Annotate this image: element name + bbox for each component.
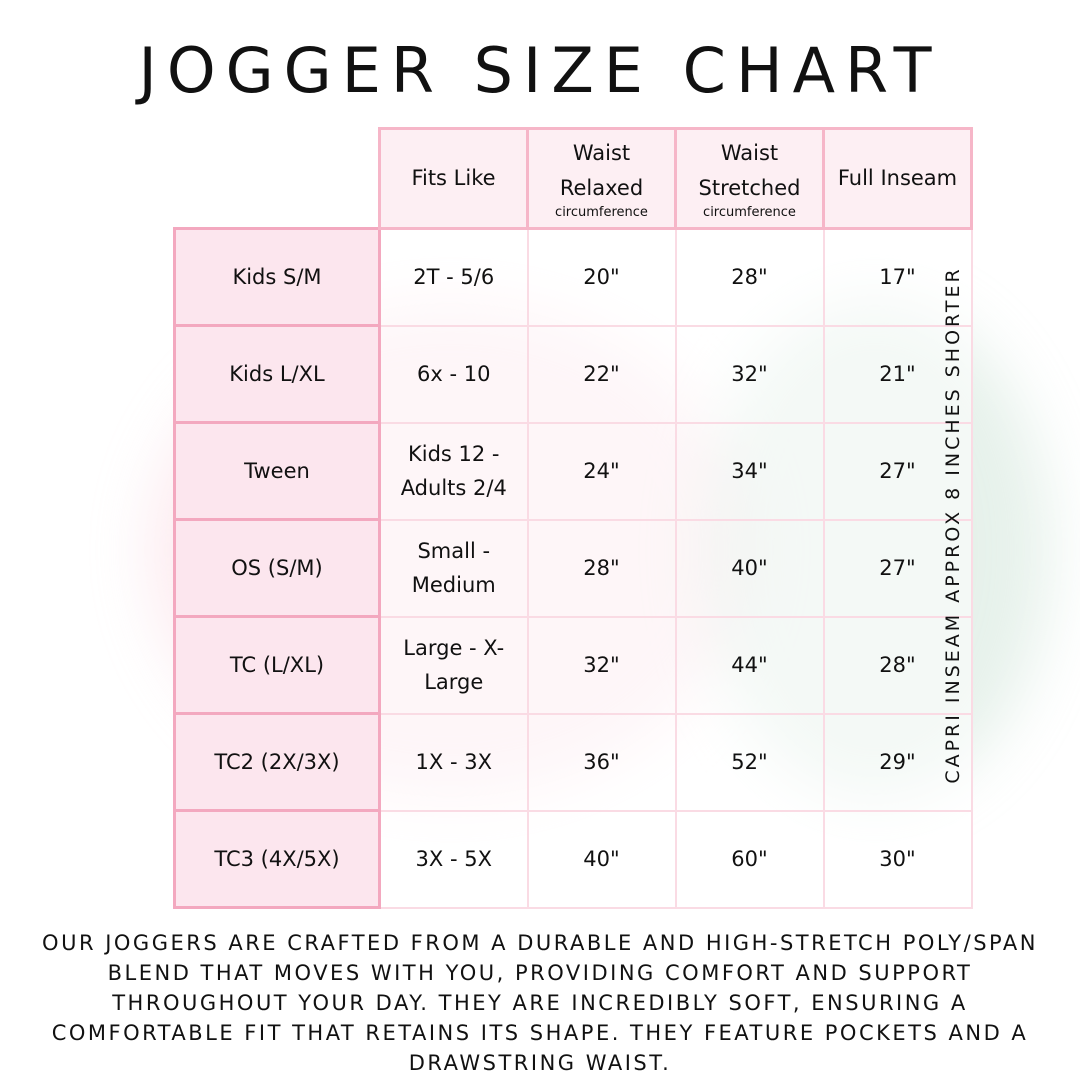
header-full-inseam: Full Inseam xyxy=(822,127,973,230)
inseam-cell: 17" xyxy=(822,227,973,327)
waist-relaxed-cell: 20" xyxy=(526,227,677,327)
table-row: TC3 (4X/5X) 3X - 5X 40" 60" 30" xyxy=(173,809,973,909)
inseam-cell: 27" xyxy=(822,518,973,618)
waist-relaxed-cell: 32" xyxy=(526,615,677,715)
table-row: TC (L/XL) Large - X-Large 32" 44" 28" xyxy=(173,615,973,715)
header-row: Fits Like Waist Relaxed circumference Wai… xyxy=(175,127,973,230)
size-label-cell: TC2 (2X/3X) xyxy=(173,712,381,812)
size-label-cell: Tween xyxy=(173,421,381,521)
size-label-cell: OS (S/M) xyxy=(173,518,381,618)
size-label-cell: Kids L/XL xyxy=(173,324,381,424)
waist-stretched-cell: 60" xyxy=(674,809,825,909)
header-sublabel: circumference xyxy=(555,205,648,221)
waist-relaxed-cell: 40" xyxy=(526,809,677,909)
header-label: Full Inseam xyxy=(837,165,958,190)
header-fits-like: Fits Like xyxy=(378,127,529,230)
inseam-cell: 29" xyxy=(822,712,973,812)
inseam-cell: 30" xyxy=(822,809,973,909)
fits-like-cell: 6x - 10 xyxy=(378,324,529,424)
header-label: Fits Like xyxy=(411,165,496,190)
header-waist-stretched: Waist Stretched circumference xyxy=(674,127,825,230)
inseam-cell: 21" xyxy=(822,324,973,424)
waist-stretched-cell: 44" xyxy=(674,615,825,715)
waist-stretched-cell: 28" xyxy=(674,227,825,327)
waist-stretched-cell: 52" xyxy=(674,712,825,812)
size-label-cell: TC (L/XL) xyxy=(173,615,381,715)
corner-cell xyxy=(175,129,380,229)
table-row: TC2 (2X/3X) 1X - 3X 36" 52" 29" xyxy=(173,712,973,812)
waist-relaxed-cell: 36" xyxy=(526,712,677,812)
header-waist-relaxed: Waist Relaxed circumference xyxy=(526,127,677,230)
table-row: OS (S/M) Small - Medium 28" 40" 27" xyxy=(173,518,973,618)
size-table: Fits Like Waist Relaxed circumference Wai… xyxy=(173,127,973,909)
fits-like-cell: Kids 12 - Adults 2/4 xyxy=(378,421,529,521)
waist-stretched-cell: 32" xyxy=(674,324,825,424)
capri-note: CAPRI INSEAM APPROX 8 INCHES SHORTER xyxy=(942,266,964,784)
table-row: Kids L/XL 6x - 10 22" 32" 21" xyxy=(173,324,973,424)
size-label-cell: Kids S/M xyxy=(173,226,381,327)
header-label: Waist Stretched xyxy=(698,141,801,201)
fits-like-cell: Large - X-Large xyxy=(378,615,529,715)
fits-like-cell: 3X - 5X xyxy=(378,809,529,909)
size-label-cell: TC3 (4X/5X) xyxy=(173,809,381,909)
page-title: JOGGER SIZE CHART xyxy=(138,34,942,107)
table-row: Kids S/M 2T - 5/6 20" 28" 17" xyxy=(173,226,973,327)
header-label: Waist Relaxed xyxy=(559,141,644,201)
header-sublabel: circumference xyxy=(703,205,796,221)
fits-like-cell: 2T - 5/6 xyxy=(378,227,529,327)
fits-like-cell: Small - Medium xyxy=(378,518,529,618)
fits-like-cell: 1X - 3X xyxy=(378,712,529,812)
inseam-cell: 27" xyxy=(822,421,973,521)
waist-relaxed-cell: 22" xyxy=(526,324,677,424)
waist-stretched-cell: 40" xyxy=(674,518,825,618)
waist-relaxed-cell: 24" xyxy=(526,421,677,521)
inseam-cell: 28" xyxy=(822,615,973,715)
description-text: Our joggers are crafted from a durable a… xyxy=(42,931,1038,1075)
table-row: Tween Kids 12 - Adults 2/4 24" 34" 27" xyxy=(173,421,973,521)
waist-relaxed-cell: 28" xyxy=(526,518,677,618)
waist-stretched-cell: 34" xyxy=(674,421,825,521)
